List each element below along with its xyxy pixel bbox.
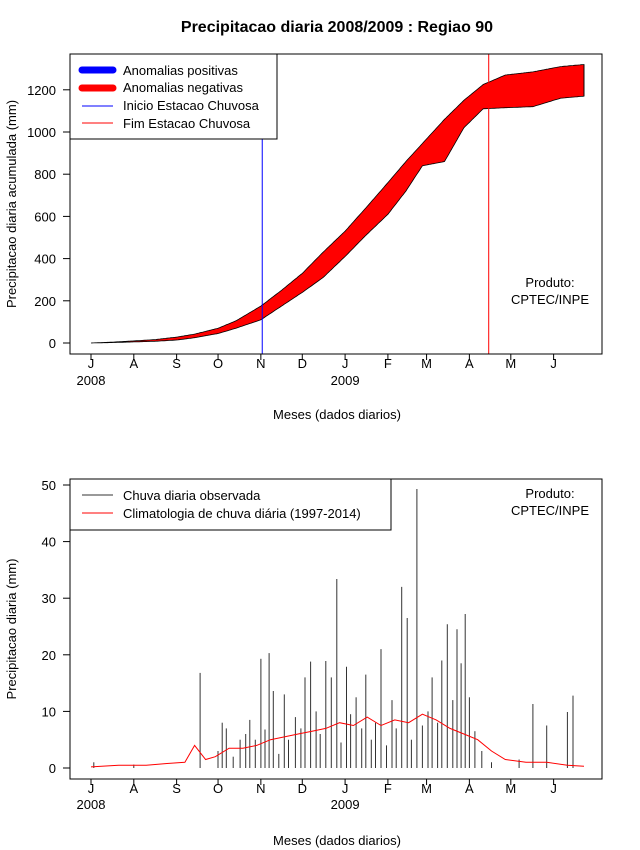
bottom-x-tick-label: J [88,781,95,796]
top-y-tick-label: 400 [34,252,56,267]
bottom-y-axis: 0 10 20 30 40 50 [42,478,71,776]
climatology-line-group [90,713,585,768]
top-x-tick-label: J [342,356,349,371]
legend-label-climatology: Climatologia de chuva diária (1997-2014) [123,506,361,521]
legend-label-negative: Anomalias negativas [123,80,243,95]
bottom-x-tick-label: A [465,781,474,796]
top-x-tick-label: A [129,356,138,371]
top-x-tick-label: D [298,356,307,371]
top-x-tick-label: J [88,356,95,371]
top-y-tick-label: 600 [34,209,56,224]
top-y-axis: 0 200 400 600 800 1000 1200 [27,83,71,351]
bottom-x-axis-title: Meses (dados diarios) [273,833,401,848]
top-y-tick-label: 800 [34,167,56,182]
chart-title: Precipitacao diaria 2008/2009 : Regiao 9… [181,19,493,36]
top-y-axis-title: Precipitacao diaria acumulada (mm) [4,100,19,308]
top-x-axis: J A S O N D J F M A M J 2008 2009 [77,353,557,388]
top-legend: Anomalias positivas Anomalias negativas … [69,53,278,140]
top-annotation-line-2: CPTEC/INPE [511,292,589,307]
bottom-y-tick-label: 10 [42,704,56,719]
bottom-year-label: 2008 [77,797,106,812]
climatology-line [90,713,585,768]
bottom-x-tick-label: O [213,781,223,796]
bottom-x-tick-label: N [256,781,265,796]
bottom-legend-box [69,478,392,531]
top-chart: 0 200 400 600 800 1000 1200 J A S O N D J F M A M J 2008 20… [4,53,603,422]
bottom-legend: Chuva diaria observada Climatologia de c… [69,478,392,531]
bottom-x-tick-label: M [421,781,432,796]
top-year-label: 2008 [77,373,106,388]
top-x-tick-label: O [213,356,223,371]
legend-label-inicio: Inicio Estacao Chuvosa [123,98,260,113]
bottom-x-tick-label: A [129,781,138,796]
top-x-tick-label: F [384,356,392,371]
bottom-y-tick-label: 50 [42,478,56,493]
legend-label-positive: Anomalias positivas [123,63,238,78]
bottom-y-tick-label: 20 [42,648,56,663]
bottom-x-tick-label: M [505,781,516,796]
bottom-annotation-line-1: Produto: [525,486,574,501]
bottom-x-tick-label: S [172,781,181,796]
bottom-year-label: 2009 [331,797,360,812]
bottom-annotation-line-2: CPTEC/INPE [511,503,589,518]
top-y-tick-label: 1200 [27,83,56,98]
top-annotation-line-1: Produto: [525,275,574,290]
bottom-x-tick-label: J [342,781,349,796]
top-x-tick-label: S [172,356,181,371]
anomaly-area-group [90,64,585,344]
bottom-y-tick-label: 30 [42,591,56,606]
bottom-y-tick-label: 0 [49,761,56,776]
bottom-y-tick-label: 40 [42,535,56,550]
legend-label-fim: Fim Estacao Chuvosa [123,116,251,131]
top-x-tick-label: N [256,356,265,371]
top-x-tick-label: J [550,356,557,371]
top-x-axis-title: Meses (dados diarios) [273,407,401,422]
bottom-x-tick-label: D [298,781,307,796]
legend-label-observed: Chuva diaria observada [123,488,261,503]
top-y-tick-label: 1000 [27,125,56,140]
bottom-y-axis-title: Precipitacao diaria (mm) [4,559,19,700]
top-x-tick-label: M [421,356,432,371]
bottom-x-tick-label: J [550,781,557,796]
top-y-tick-label: 0 [49,336,56,351]
daily-rain-bars-group [93,489,574,768]
top-x-tick-label: A [465,356,474,371]
bottom-x-tick-label: F [384,781,392,796]
top-year-label: 2009 [331,373,360,388]
top-x-tick-label: M [505,356,516,371]
top-y-tick-label: 200 [34,294,56,309]
